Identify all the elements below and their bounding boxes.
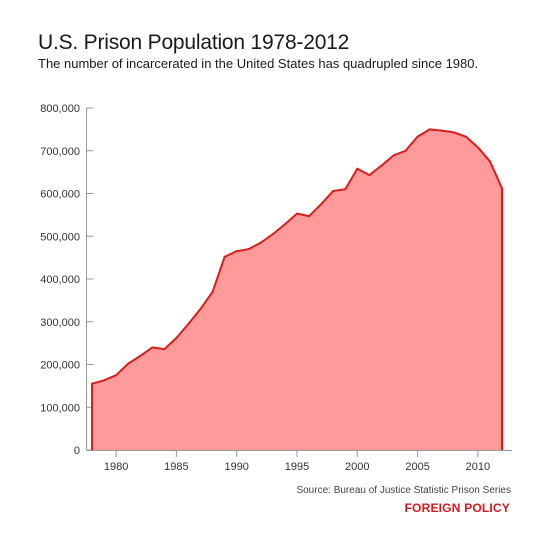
data-point — [452, 131, 455, 134]
data-point — [175, 337, 178, 339]
data-point — [187, 322, 190, 325]
data-point — [464, 135, 467, 138]
x-tick-label: 2010 — [466, 461, 490, 473]
data-point — [223, 255, 226, 258]
data-point — [501, 187, 503, 190]
data-point — [259, 241, 262, 244]
data-point — [235, 250, 238, 253]
data-point — [211, 290, 214, 293]
data-point — [308, 215, 311, 218]
data-point — [356, 167, 359, 170]
x-axis: 1980 1985 1990 1995 2000 2005 2010 — [86, 450, 512, 473]
data-point — [440, 129, 443, 132]
data-point — [247, 248, 250, 251]
y-tick-label: 600,000 — [40, 189, 80, 201]
data-point — [392, 154, 395, 157]
x-tick-label: 2000 — [345, 461, 369, 473]
x-tick-label: 1995 — [285, 461, 309, 473]
y-tick-label: 300,000 — [40, 317, 80, 329]
y-axis: 0 100,000 200,000 300,000 400,000 500,000 600,… — [40, 103, 94, 457]
data-point — [199, 307, 202, 310]
data-point — [488, 160, 491, 163]
y-tick-label: 800,000 — [40, 103, 80, 115]
data-point — [404, 149, 407, 152]
brand-logo: FOREIGN POLICY — [404, 501, 510, 515]
data-point — [296, 212, 298, 215]
chart-title: U.S. Prison Population 1978-2012 — [38, 31, 350, 54]
data-point — [163, 348, 166, 351]
data-point — [127, 362, 130, 365]
data-point — [476, 146, 479, 149]
x-tick-label: 1990 — [224, 461, 248, 473]
data-point — [151, 346, 154, 349]
x-tick-label: 1985 — [164, 461, 188, 473]
chart-subtitle: The number of incarcerated in the United… — [38, 56, 479, 71]
y-tick-label: 500,000 — [40, 231, 80, 243]
data-point — [91, 382, 93, 385]
data-point — [320, 203, 323, 206]
y-tick-label: 400,000 — [40, 274, 80, 286]
x-tick-label: 1980 — [104, 461, 128, 473]
y-tick-label: 100,000 — [40, 402, 80, 414]
series-area-fill — [92, 129, 502, 450]
y-tick-label: 700,000 — [40, 146, 80, 158]
x-tick-label: 2005 — [405, 461, 429, 473]
data-point — [368, 174, 371, 177]
data-point — [416, 135, 419, 138]
source-note: Source: Bureau of Justice Statistic Pris… — [296, 485, 511, 496]
series-prison-population — [91, 128, 503, 450]
data-point — [103, 379, 106, 382]
data-point — [283, 223, 286, 226]
data-point — [380, 164, 383, 167]
data-point — [428, 128, 431, 131]
data-point — [271, 233, 274, 236]
y-tick-label: 200,000 — [40, 360, 80, 372]
data-point — [115, 374, 118, 377]
y-tick-label: 0 — [74, 445, 80, 457]
data-point — [139, 354, 142, 357]
data-point — [344, 188, 347, 191]
data-point — [332, 189, 335, 192]
